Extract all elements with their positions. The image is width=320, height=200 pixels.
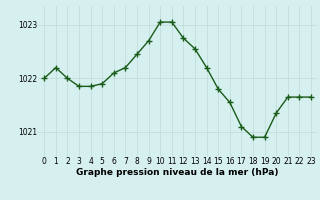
X-axis label: Graphe pression niveau de la mer (hPa): Graphe pression niveau de la mer (hPa) xyxy=(76,168,279,177)
